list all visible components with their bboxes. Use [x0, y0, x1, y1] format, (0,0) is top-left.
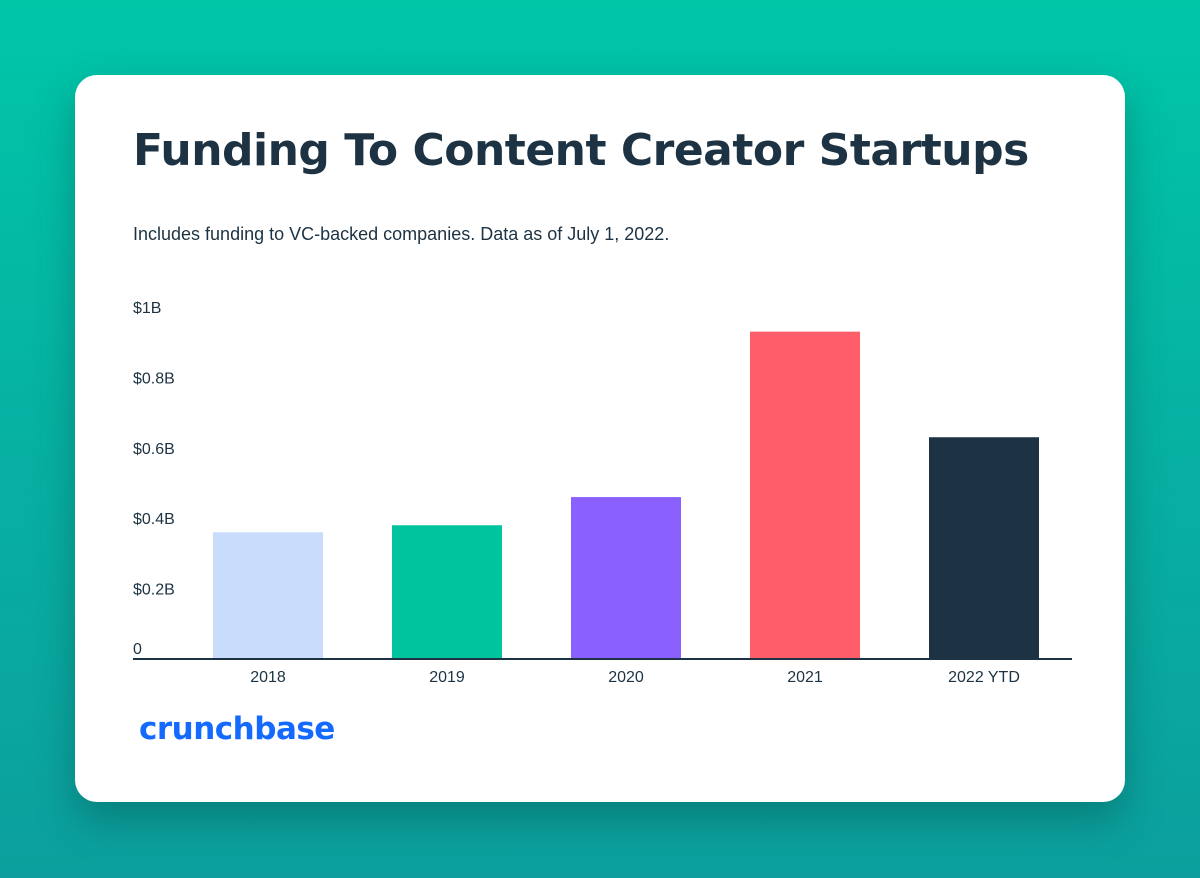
bar-chart: 0 $0.2B $0.4B $0.6B $0.8B $1B 2018 2019 2020 2021…	[133, 300, 1072, 686]
bar-2019	[392, 525, 502, 659]
x-tick-label: 2019	[429, 669, 465, 686]
x-tick-label: 2020	[608, 669, 644, 686]
crunchbase-logo: crunchbase	[139, 711, 335, 747]
y-tick-label: $0.2B	[133, 582, 175, 599]
y-tick-label: $0.4B	[133, 511, 175, 528]
chart-subtitle: Includes funding to VC-backed companies.…	[133, 224, 670, 244]
chart-title: Funding To Content Creator Startups	[133, 125, 1029, 176]
y-tick-label: $0.8B	[133, 370, 175, 387]
bar-2018	[213, 532, 323, 659]
y-tick-label: 0	[133, 641, 142, 658]
bar-2022-ytd	[929, 437, 1039, 659]
x-tick-label: 2022 YTD	[948, 669, 1020, 686]
bar-2020	[571, 497, 681, 659]
y-tick-label: $1B	[133, 300, 161, 317]
x-tick-label: 2021	[787, 669, 823, 686]
chart-card: Funding To Content Creator Startups Incl…	[75, 75, 1125, 802]
y-tick-label: $0.6B	[133, 441, 175, 458]
x-tick-label: 2018	[250, 669, 286, 686]
bar-2021	[750, 331, 860, 659]
